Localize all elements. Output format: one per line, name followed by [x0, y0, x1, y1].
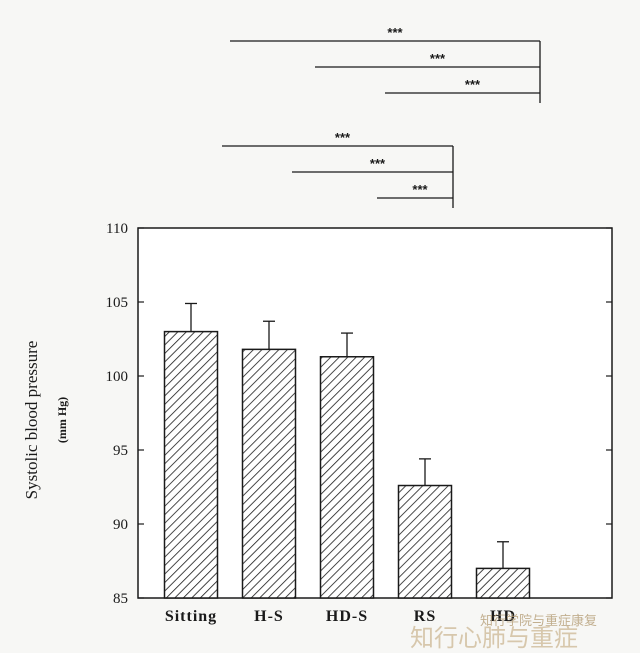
watermark-large: 知行心肺与重症 [410, 624, 578, 652]
watermark-small: 知行学院与重症康复 [480, 614, 598, 629]
y-tick-label: 100 [106, 369, 129, 385]
y-axis: 85 90 95 100 105 110 [106, 221, 612, 607]
x-tick-label: H-S [254, 608, 284, 625]
significance-label: *** [370, 156, 386, 171]
y-axis-unit: (mm Hg) [55, 397, 69, 443]
significance-label: *** [412, 182, 428, 197]
error-bars [185, 302, 509, 569]
bar [241, 348, 297, 599]
x-tick-label: HD-S [326, 608, 368, 625]
significance-brackets: *** *** *** *** *** *** [222, 25, 541, 208]
y-tick-label: 90 [113, 517, 128, 533]
bar [163, 330, 219, 599]
x-tick-label: RS [414, 608, 436, 625]
bar [319, 356, 375, 599]
x-tick-label: Sitting [165, 608, 217, 625]
x-tick-label: HD [490, 608, 516, 625]
bar [475, 567, 531, 599]
significance-label: *** [335, 130, 351, 145]
y-tick-label: 110 [106, 221, 128, 237]
bar [397, 484, 453, 599]
bars [163, 330, 531, 599]
significance-label: *** [387, 25, 403, 40]
y-tick-label: 95 [113, 443, 128, 459]
significance-label: *** [430, 51, 446, 66]
significance-label: *** [465, 77, 481, 92]
x-axis: Sitting H-S HD-S RS HD [165, 608, 516, 625]
y-tick-label: 105 [106, 295, 129, 311]
y-tick-label: 85 [113, 591, 128, 607]
y-axis-label: Systolic blood pressure [22, 341, 41, 500]
